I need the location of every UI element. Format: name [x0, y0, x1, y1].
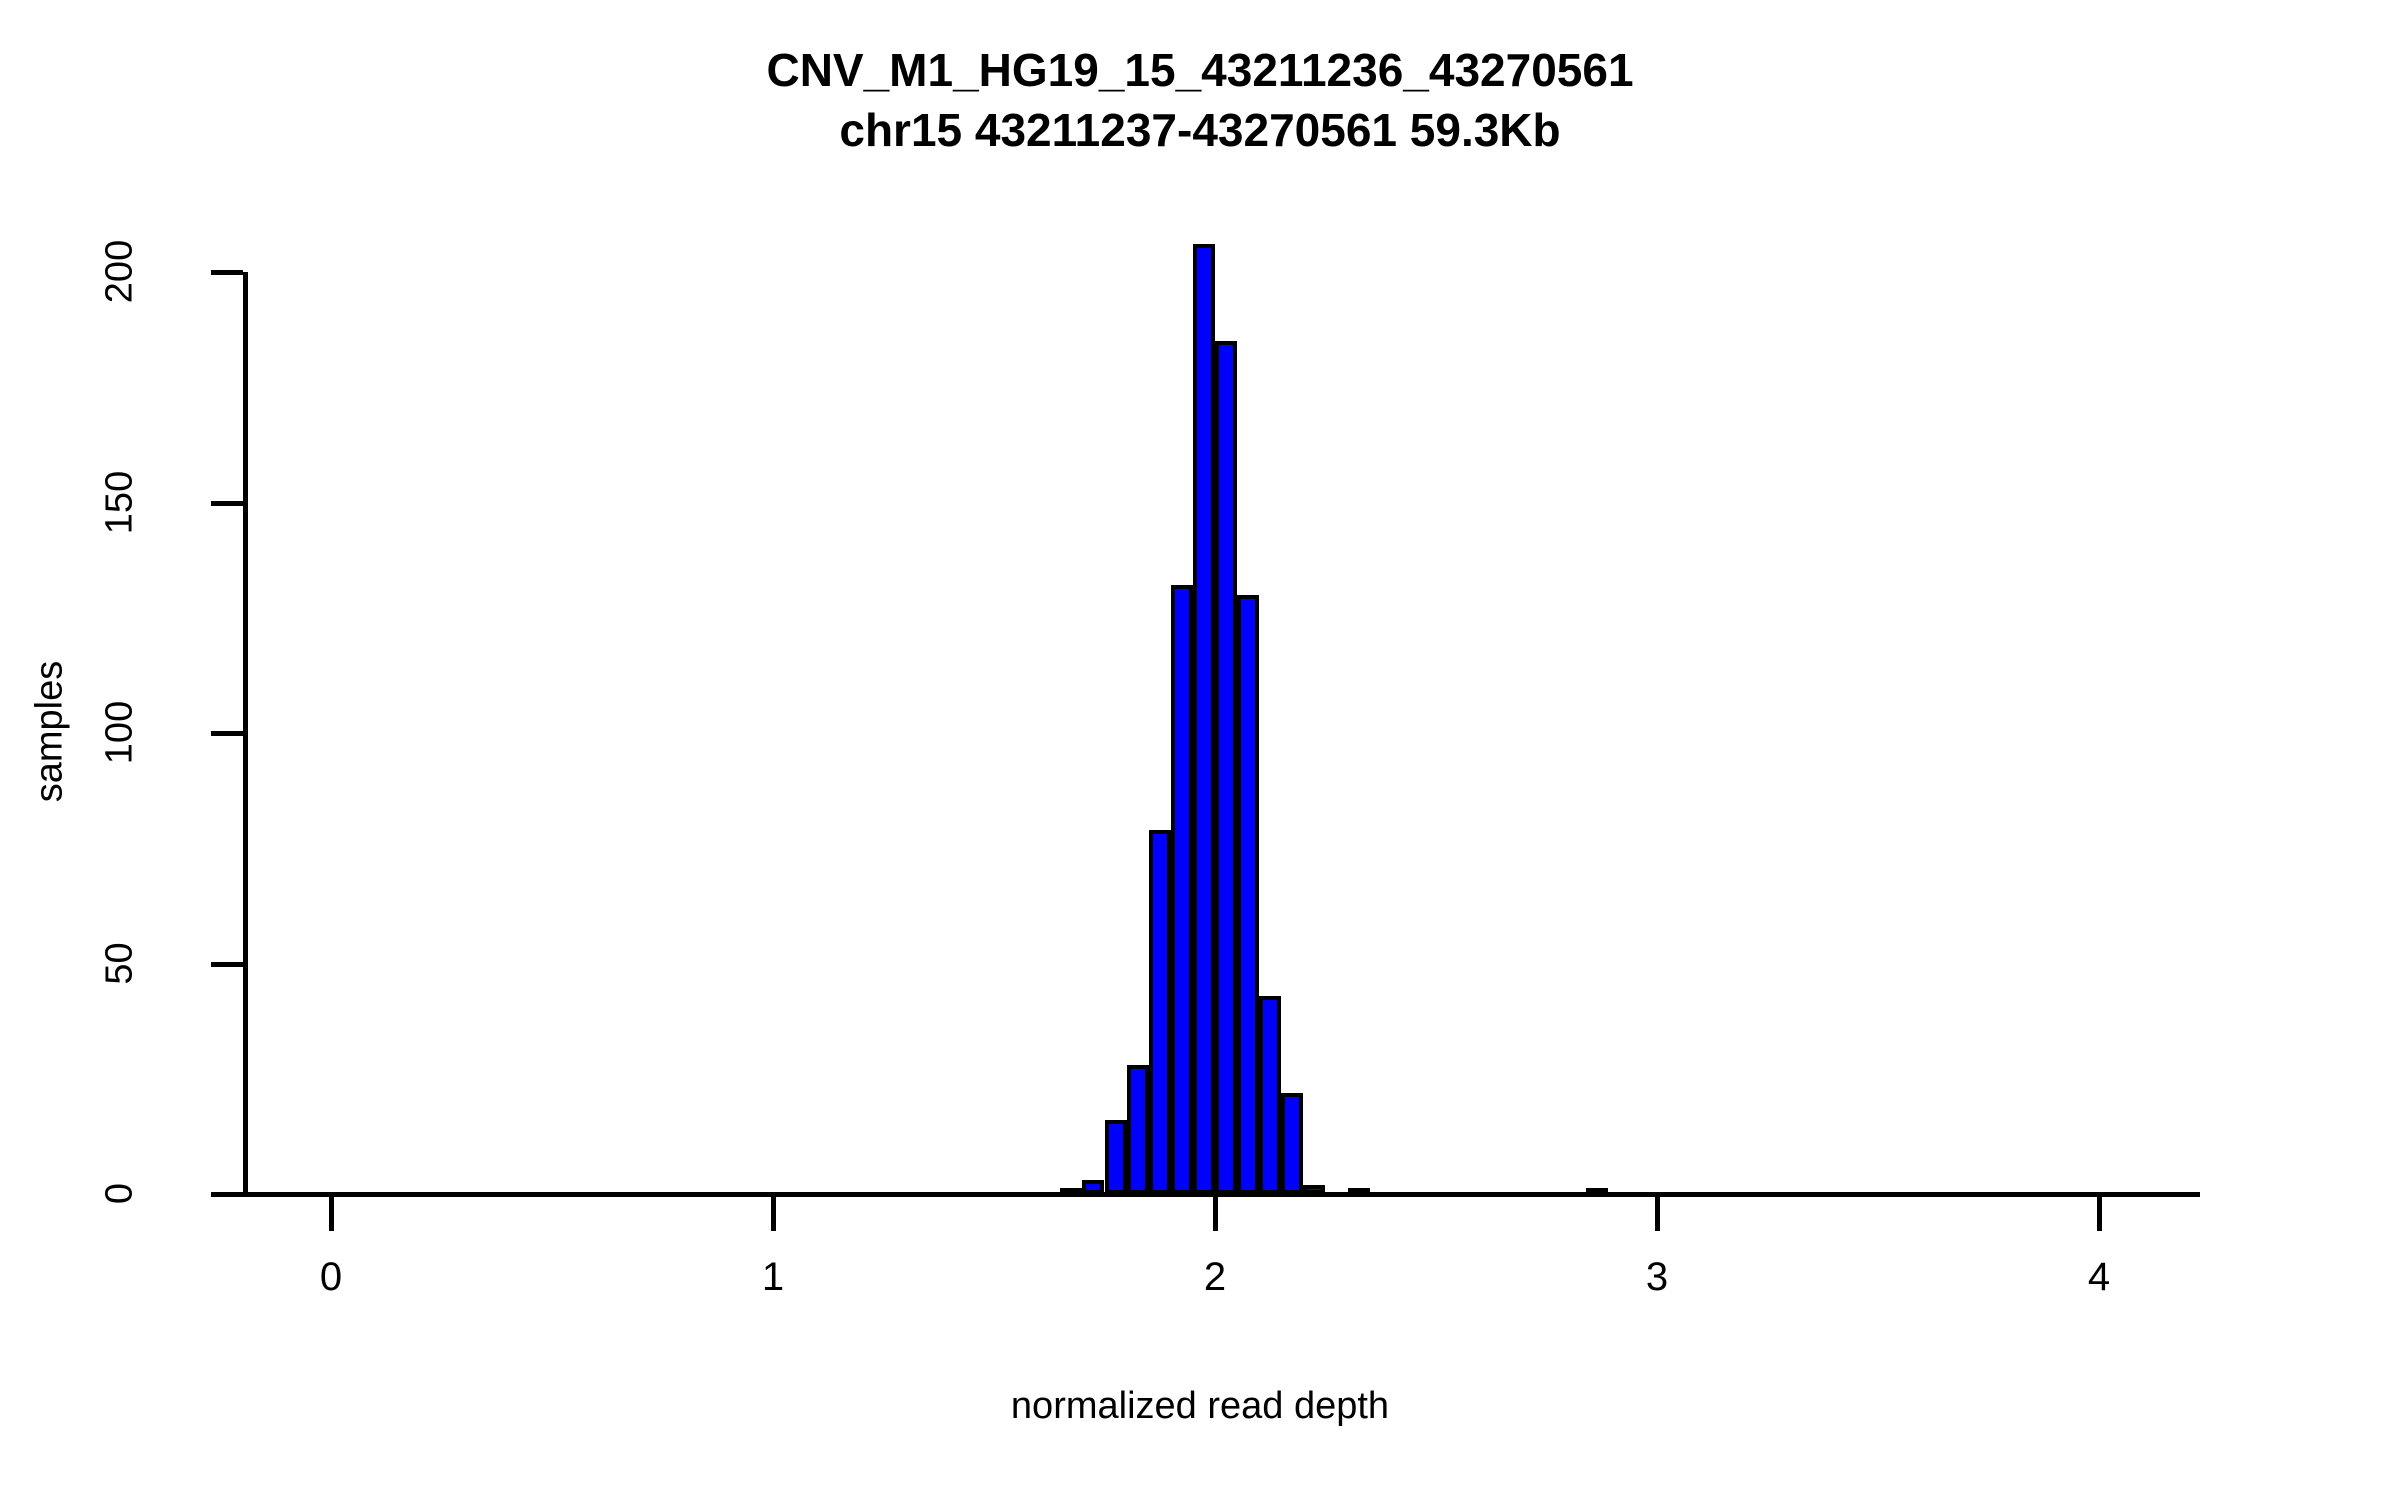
- y-axis-label: samples: [28, 660, 71, 803]
- histogram-bar: [1259, 995, 1282, 1194]
- histogram-bar: [1082, 1180, 1105, 1194]
- y-axis-tick-label: 100: [98, 700, 141, 765]
- y-axis-tick: [211, 961, 243, 967]
- y-axis-tick: [211, 500, 243, 506]
- histogram-bar: [1170, 585, 1193, 1194]
- x-axis-tick-label: 2: [1203, 1255, 1227, 1299]
- x-axis-tick: [2097, 1197, 2102, 1231]
- x-axis-tick-label: 1: [761, 1255, 785, 1299]
- x-axis-tick: [771, 1197, 776, 1231]
- y-axis-tick: [211, 731, 243, 736]
- histogram-bar: [1148, 829, 1171, 1194]
- x-axis-tick-label: 0: [319, 1255, 343, 1299]
- histogram-bar: [1303, 1184, 1326, 1194]
- histogram-bar: [1215, 341, 1238, 1194]
- histogram-bar: [1104, 1120, 1127, 1194]
- histogram-bar: [1347, 1188, 1370, 1196]
- y-axis-tick-label: 200: [98, 239, 141, 304]
- x-axis-tick: [1655, 1197, 1660, 1231]
- x-axis-line: [245, 1192, 2200, 1197]
- histogram-bar: [1281, 1092, 1304, 1194]
- y-axis-line: [243, 272, 248, 1197]
- y-axis-tick-label: 50: [98, 941, 141, 985]
- x-axis-tick: [1213, 1197, 1218, 1231]
- page-title: CNV_M1_HG19_15_43211236_43270561: [766, 44, 1634, 96]
- x-axis-tick-label: 3: [1645, 1255, 1669, 1299]
- chart-title-block: CNV_M1_HG19_15_43211236_43270561 chr15 4…: [0, 40, 2400, 160]
- histogram-bar: [1126, 1064, 1149, 1194]
- y-axis-tick-label: 150: [98, 470, 141, 534]
- chart-subtitle: chr15 43211237-43270561 59.3Kb: [839, 104, 1561, 156]
- x-axis-tick-label: 4: [2087, 1255, 2111, 1299]
- y-axis-tick: [211, 1192, 243, 1197]
- histogram-bar: [1060, 1188, 1083, 1196]
- x-axis-tick: [329, 1197, 334, 1231]
- histogram-bar: [1586, 1188, 1609, 1196]
- y-axis-tick: [211, 270, 243, 275]
- y-axis-tick-label: 0: [98, 1182, 141, 1205]
- histogram-bar: [1192, 244, 1215, 1194]
- x-axis-label: normalized read depth: [1010, 1385, 1390, 1427]
- histogram-bar: [1237, 594, 1260, 1194]
